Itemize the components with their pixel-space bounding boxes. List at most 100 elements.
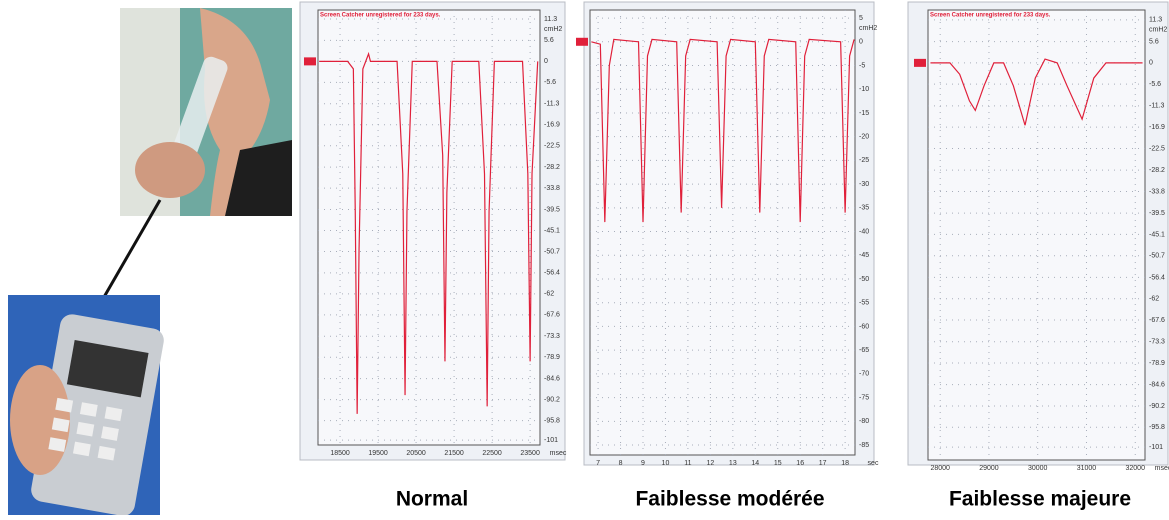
y-tick-label: -20 <box>859 134 869 141</box>
y-tick-label: -45 <box>859 252 869 259</box>
y-tick-label: -73.3 <box>544 333 560 340</box>
y-tick-label: 11.3 <box>544 16 557 23</box>
x-tick-label: 16 <box>796 460 804 467</box>
plot-area <box>317 9 541 446</box>
y-tick-label: -5.6 <box>544 79 556 86</box>
y-tick-label: -40 <box>859 228 869 235</box>
x-tick-label: 22500 <box>482 450 502 457</box>
y-tick-label: -62 <box>1149 296 1159 303</box>
x-tick-label: 15 <box>774 460 782 467</box>
y-tick-label: -50 <box>859 276 869 283</box>
y-tick-label: -56.4 <box>1149 274 1165 281</box>
y-tick-label: -33.8 <box>544 185 560 192</box>
y-tick-label: -16.9 <box>1149 124 1165 131</box>
photo-patient <box>120 8 292 216</box>
x-tick-label: 13 <box>729 460 737 467</box>
x-tick-label: 12 <box>706 460 714 467</box>
x-tick-label: 8 <box>619 460 623 467</box>
y-tick-label: -11.3 <box>1149 103 1165 110</box>
y-tick-label: -78.9 <box>544 354 560 361</box>
y-tick-label: 5.6 <box>1149 38 1159 45</box>
y-tick-label: -95.8 <box>544 417 560 424</box>
zero-marker <box>914 58 926 67</box>
x-tick-label: 9 <box>641 460 645 467</box>
x-tick-label: 29000 <box>979 465 999 472</box>
y-tick-label: -101 <box>1149 444 1163 451</box>
trace-line <box>319 51 539 414</box>
x-tick-label: 21500 <box>444 450 464 457</box>
y-tick-label: -90.2 <box>1149 403 1165 410</box>
y-tick-label: -95.8 <box>1149 424 1165 431</box>
x-tick-label: 7 <box>596 460 600 467</box>
x-tick-label: 30000 <box>1028 465 1048 472</box>
y-tick-label: -22.5 <box>1149 145 1165 152</box>
y-tick-label: -67.6 <box>1149 317 1165 324</box>
x-unit: sec <box>868 460 879 467</box>
caption: Normal <box>396 488 468 511</box>
x-unit: msec <box>550 450 567 457</box>
y-tick-label: -73.3 <box>1149 339 1165 346</box>
y-tick-label: -10 <box>859 86 869 93</box>
y-tick-label: 0 <box>544 58 548 65</box>
y-tick-label: -85 <box>859 442 869 449</box>
y-tick-label: -84.6 <box>1149 382 1165 389</box>
y-tick-label: -78.9 <box>1149 360 1165 367</box>
trace-line <box>591 38 855 223</box>
y-tick-label: -22.5 <box>544 143 560 150</box>
x-tick-label: 11 <box>684 460 691 467</box>
header-note: Screen Catcher unregistered for 233 days… <box>320 13 441 19</box>
y-tick-label: 0 <box>1149 60 1153 67</box>
y-tick-label: -80 <box>859 418 869 425</box>
y-unit: cmH2 <box>544 26 562 33</box>
y-tick-label: -25 <box>859 157 869 164</box>
y-tick-label: 11.3 <box>1149 17 1162 24</box>
x-tick-label: 18500 <box>330 450 350 457</box>
caption: Faiblesse modérée <box>635 488 824 511</box>
y-tick-label: -30 <box>859 181 869 188</box>
caption: Faiblesse majeure <box>949 488 1131 511</box>
y-tick-label: -5.6 <box>1149 81 1161 88</box>
y-tick-label: -33.8 <box>1149 188 1165 195</box>
y-tick-label: -62 <box>544 291 554 298</box>
x-tick-label: 18 <box>841 460 849 467</box>
y-tick-label: -65 <box>859 347 869 354</box>
y-tick-label: 0 <box>859 39 863 46</box>
y-tick-label: -50.7 <box>544 248 560 255</box>
y-tick-label: -70 <box>859 371 869 378</box>
y-tick-label: -90.2 <box>544 396 560 403</box>
y-tick-label: -45.1 <box>544 227 560 234</box>
y-unit: cmH2 <box>859 25 877 32</box>
y-tick-label: -35 <box>859 205 869 212</box>
zero-marker <box>304 57 316 66</box>
y-tick-label: -15 <box>859 110 869 117</box>
y-tick-label: -28.2 <box>1149 167 1165 174</box>
header-note: Screen Catcher unregistered for 233 days… <box>930 13 1051 19</box>
y-tick-label: -55 <box>859 300 869 307</box>
trace-line <box>930 58 1143 126</box>
x-tick-label: 14 <box>751 460 759 467</box>
y-tick-label: -16.9 <box>544 122 560 129</box>
y-tick-label: -84.6 <box>544 375 560 382</box>
y-tick-label: 5.6 <box>544 37 554 44</box>
y-tick-label: -50.7 <box>1149 253 1165 260</box>
y-tick-label: -39.5 <box>1149 210 1165 217</box>
y-tick-label: -75 <box>859 394 869 401</box>
x-tick-label: 19500 <box>368 450 388 457</box>
y-tick-label: -60 <box>859 323 869 330</box>
plot-area <box>589 9 856 456</box>
y-tick-label: -5 <box>859 62 865 69</box>
y-tick-label: -28.2 <box>544 164 560 171</box>
x-tick-label: 20500 <box>406 450 426 457</box>
y-tick-label: -45.1 <box>1149 231 1165 238</box>
x-unit: msec <box>1155 465 1169 472</box>
y-tick-label: -101 <box>544 437 558 444</box>
zero-marker <box>576 37 588 46</box>
x-tick-label: 32000 <box>1126 465 1146 472</box>
y-tick-label: -11.3 <box>544 101 560 108</box>
y-tick-label: -39.5 <box>544 206 560 213</box>
x-tick-label: 28000 <box>930 465 950 472</box>
y-unit: cmH2 <box>1149 27 1167 34</box>
x-tick-label: 17 <box>819 460 827 467</box>
y-tick-label: 5 <box>859 15 863 22</box>
